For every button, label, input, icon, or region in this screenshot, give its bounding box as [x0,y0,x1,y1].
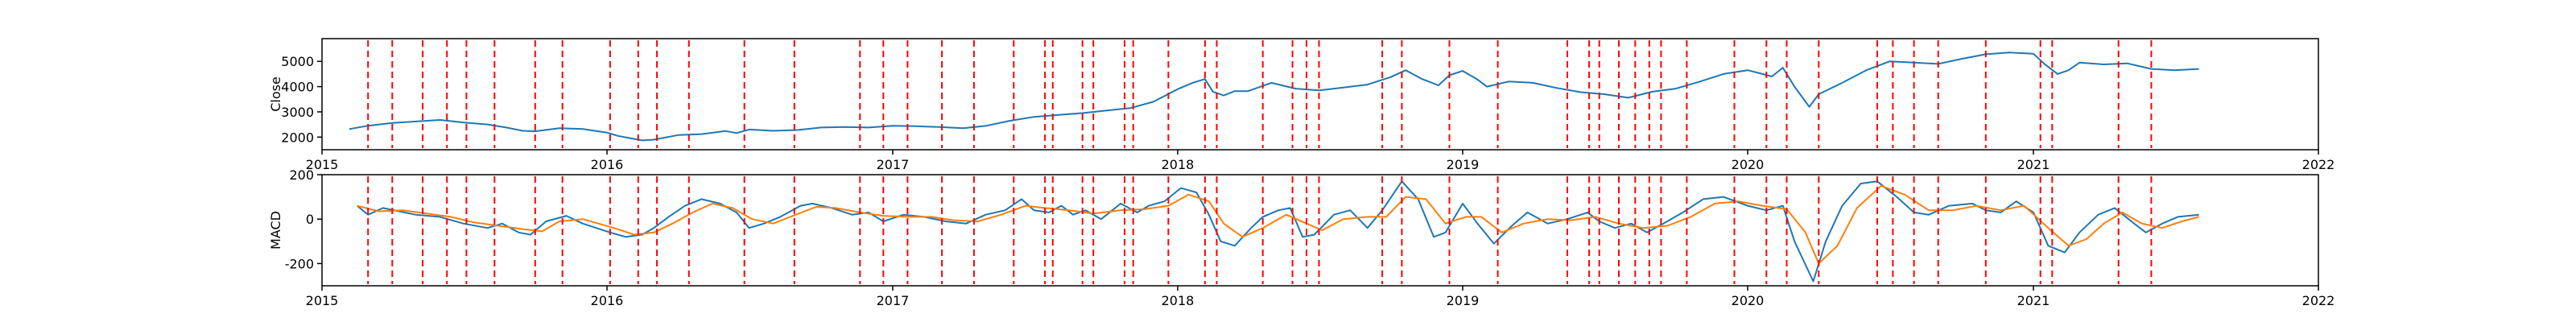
macd-series-line-0 [356,180,2199,283]
macd-y-tick-label-1: 0 [306,212,314,227]
macd-y-tick-label-2: 200 [289,167,314,183]
close-x-tick-label-1: 2016 [591,157,624,172]
close-y-tick-label-2: 4000 [281,80,314,95]
macd-x-tick-label-2: 2017 [877,293,910,308]
macd-x-tick-label-7: 2022 [2302,293,2335,308]
macd-x-tick-label-6: 2021 [2017,293,2050,308]
macd-x-tick-label-5: 2020 [1732,293,1765,308]
close-y-tick-label-1: 3000 [281,105,314,120]
close-axes-frame [321,38,2319,151]
close-x-tick-label-5: 2020 [1732,157,1765,172]
close-x-tick-label-7: 2022 [2302,157,2335,172]
close-x-tick-label-0: 2015 [306,157,339,172]
macd-panel: 2015 2016 2017 2018 2019 2020 2021 2022 -200 0 200… [268,167,2334,308]
macd-y-tick-label-0: -200 [285,256,314,271]
close-y-axis-label: Close [268,76,283,112]
close-x-tick-label-6: 2021 [2017,157,2050,172]
close-series-line-0 [349,52,2199,142]
close-panel: 2015 2016 2017 2018 2019 2020 2021 2022 2000 3000… [268,38,2335,172]
macd-y-axis-label: MACD [268,211,283,250]
macd-series-line-1 [357,184,2199,265]
close-y-tick-label-0: 2000 [281,130,314,145]
macd-x-tick-label-0: 2015 [306,293,339,308]
macd-x-tick-label-1: 2016 [591,293,624,308]
close-x-tick-label-3: 2018 [1162,157,1195,172]
close-y-tick-label-3: 5000 [281,54,314,69]
macd-x-tick-label-3: 2018 [1162,293,1195,308]
close-x-tick-label-4: 2019 [1447,157,1480,172]
close-x-tick-label-2: 2017 [877,157,910,172]
macd-axes-frame [321,174,2319,287]
macd-x-tick-label-4: 2019 [1447,293,1480,308]
